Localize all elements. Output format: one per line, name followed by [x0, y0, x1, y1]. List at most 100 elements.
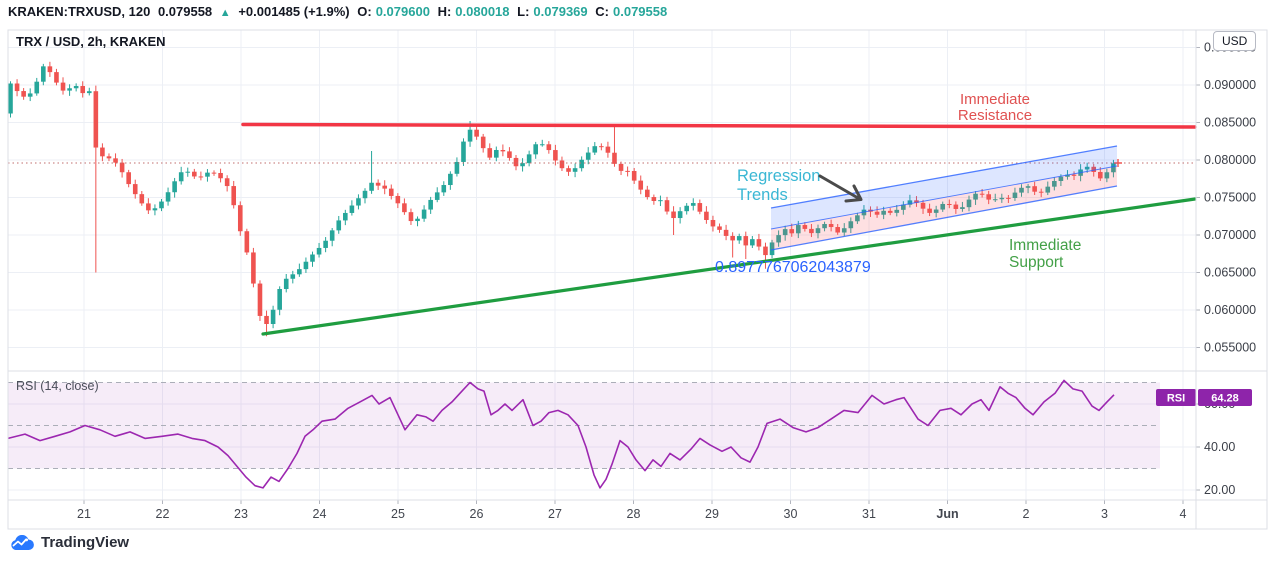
candle-up	[441, 185, 447, 193]
candle-down	[388, 188, 394, 196]
candle-down	[257, 283, 263, 316]
candle-down	[717, 226, 722, 230]
candle-down	[224, 178, 230, 187]
support-label-line1[interactable]: Immediate	[1009, 237, 1081, 254]
candle-up	[1019, 187, 1024, 193]
candle-down	[408, 212, 414, 222]
candle-up	[960, 207, 965, 209]
support-label-line2[interactable]: Support	[1009, 254, 1064, 271]
candle-up	[1025, 186, 1031, 188]
regression-label-line1[interactable]: Regression	[737, 167, 820, 185]
candle-down	[1097, 171, 1103, 179]
candle-up	[277, 289, 282, 310]
candle-up	[310, 254, 315, 262]
currency-unit-button[interactable]: USD	[1213, 31, 1257, 51]
candle-up	[539, 144, 545, 146]
candle-up	[290, 274, 296, 279]
candle-down	[710, 219, 716, 227]
candle-up	[1052, 180, 1057, 187]
candle-down	[474, 129, 479, 137]
candle-up	[782, 229, 788, 236]
candle-up	[677, 211, 683, 219]
pearson-r-value[interactable]: 0.8977767062043879	[715, 259, 871, 276]
candle-up	[467, 129, 473, 142]
candle-up	[34, 81, 40, 94]
price-axis-label: 0.075000	[1204, 191, 1256, 205]
resistance-label-line2[interactable]: Resistance	[958, 107, 1032, 124]
candle-up	[329, 230, 335, 241]
candle-down	[500, 150, 506, 152]
annotation-arrow-icon[interactable]	[818, 174, 863, 203]
time-axis-label: Jun	[936, 507, 958, 521]
candle-down	[802, 225, 808, 229]
candle-up	[992, 199, 998, 201]
candle-up	[8, 83, 13, 114]
candle-down	[513, 157, 519, 167]
chart-border	[7, 29, 1268, 530]
candle-down	[723, 229, 729, 236]
candle-up	[159, 201, 164, 209]
time-axis-label: 30	[784, 507, 798, 521]
candle-down	[651, 197, 657, 201]
ohlc-low-label: L:	[517, 4, 530, 19]
candle-down	[763, 246, 768, 256]
candle-down	[631, 171, 637, 181]
candle-down	[231, 186, 237, 206]
candle-up	[999, 197, 1005, 200]
chart-legend[interactable]: TRX / USD, 2h, KRAKEN	[16, 34, 166, 49]
candle-down	[828, 224, 834, 228]
price-axis-label: 0.055000	[1204, 341, 1256, 355]
candle-up	[848, 221, 854, 229]
rsi-indicator-legend[interactable]: RSI (14, close)	[16, 379, 99, 393]
candle-down	[914, 200, 919, 203]
candle-down	[375, 182, 381, 186]
candle-up	[1104, 172, 1110, 179]
price-cross-marker	[1114, 159, 1122, 167]
candle-up	[41, 66, 46, 82]
rsi-name-badge	[1156, 389, 1196, 406]
candle-down	[756, 239, 762, 247]
candle-down	[113, 158, 118, 163]
candle-up	[901, 204, 906, 210]
candle-down	[1032, 186, 1037, 192]
candle-down	[218, 172, 223, 179]
candle-up	[165, 192, 171, 202]
candle-down	[625, 170, 630, 172]
ohlc-high-label: H:	[437, 4, 452, 19]
ohlc-close-label: C:	[595, 4, 609, 19]
candle-up	[796, 225, 801, 234]
candle-up	[533, 144, 538, 155]
price-axis-label: 0.080000	[1204, 153, 1256, 167]
candle-up	[1111, 163, 1116, 173]
price-axis-label: 0.070000	[1204, 228, 1256, 242]
rsi-name-badge-text: RSI	[1167, 393, 1185, 405]
candle-down	[106, 156, 112, 159]
time-axis-label: 4	[1180, 507, 1187, 521]
candle-down	[605, 146, 611, 153]
ohlc-open-label: O:	[357, 4, 372, 19]
candle-up	[303, 261, 309, 270]
candle-up	[881, 210, 886, 215]
resistance-label-line1[interactable]: Immediate	[960, 91, 1030, 108]
footer-brand[interactable]: TradingView	[10, 534, 129, 551]
ohlc-high-value: 0.080018	[455, 4, 510, 19]
candle-down	[559, 160, 565, 169]
symbol-header: KRAKEN:TRXUSD, 120 0.079558 ▲ +0.001485 …	[8, 4, 671, 24]
candle-up	[526, 154, 532, 164]
candle-up	[205, 172, 210, 177]
time-axis-label: 22	[156, 507, 170, 521]
candle-up	[815, 228, 821, 234]
symbol-title[interactable]: KRAKEN:TRXUSD, 120	[8, 4, 151, 19]
candle-down	[487, 148, 493, 158]
candle-down	[946, 203, 952, 205]
candle-down	[874, 211, 880, 215]
candle-up	[73, 86, 79, 89]
candle-up	[185, 171, 191, 173]
regression-label-line2[interactable]: Trends	[737, 186, 788, 204]
candle-down	[809, 228, 814, 234]
resistance-trendline	[241, 122, 1197, 129]
candle-up	[1065, 174, 1070, 177]
candle-up	[894, 209, 900, 213]
candle-up	[592, 146, 598, 153]
